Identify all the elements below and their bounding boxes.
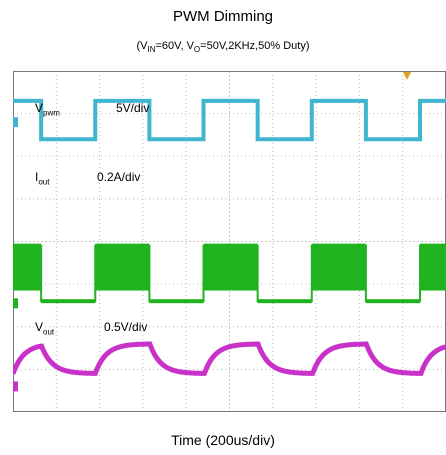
subtitle-rest: =50V,2KHz,50% Duty): [200, 40, 310, 52]
subtitle-vin-value: =60V, V: [155, 40, 194, 52]
channel-ground-marker: [13, 381, 18, 392]
channel-name: I: [35, 170, 39, 184]
series-iout-burst: [203, 243, 258, 291]
channel-sub: out: [43, 327, 55, 337]
channel-label-iout: Iout: [35, 170, 49, 189]
subtitle-vo-sub: O: [193, 45, 201, 55]
channel-scale-iout: 0.2A/div: [97, 170, 141, 184]
trigger-marker: [403, 72, 412, 80]
series-iout-burst: [311, 243, 366, 291]
chart-title: PWM Dimming: [173, 8, 273, 25]
chart-subtitle: (VIN=60V, VO=50V,2KHz,50% Duty): [0, 40, 446, 54]
subtitle-vin-prefix: (V: [136, 40, 148, 52]
channel-label-vpwm: Vpwm: [35, 101, 60, 120]
series-iout-low: [257, 299, 312, 304]
series-iout-burst: [420, 243, 446, 291]
channel-label-vout: Vout: [35, 320, 54, 339]
channel-name: V: [35, 101, 44, 115]
channel-scale-vpwm: 5V/div: [116, 101, 150, 115]
channel-scale-vout: 0.5V/div: [104, 320, 148, 334]
series-vout-trace: [13, 341, 446, 376]
channel-name: V: [35, 320, 44, 334]
oscilloscope-plot: [13, 71, 446, 412]
channel-sub: out: [38, 177, 50, 187]
oscilloscope-screen: Vpwm 5V/div Iout 0.2A/div Vout 0.5V/div: [13, 71, 446, 412]
x-axis-label: Time (200us/div): [171, 432, 275, 448]
series-iout-low: [365, 299, 421, 304]
series-iout-low: [149, 299, 204, 304]
channel-ground-marker: [13, 117, 18, 128]
channel-sub: pwm: [43, 108, 60, 118]
series-iout-burst: [13, 243, 42, 291]
series-vpwm-trace: [13, 98, 446, 142]
subtitle-vin-sub: IN: [147, 45, 156, 55]
series-iout-burst: [95, 243, 150, 291]
channel-ground-marker: [13, 298, 18, 309]
series-iout-low: [41, 299, 96, 304]
